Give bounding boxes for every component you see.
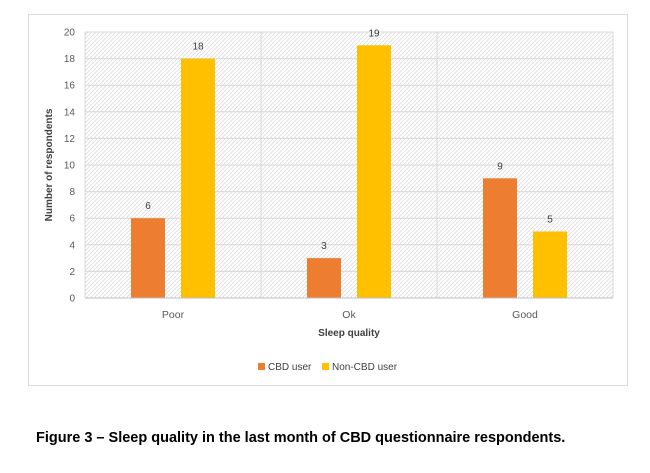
x-tick-label: Good — [512, 309, 538, 321]
figure-caption: Figure 3 – Sleep quality in the last mon… — [36, 430, 566, 446]
y-tick-label: 0 — [69, 294, 75, 305]
bar — [131, 218, 165, 298]
data-label: 3 — [321, 241, 327, 252]
y-tick-label: 10 — [64, 161, 76, 172]
legend-label: Non-CBD user — [332, 362, 398, 373]
bar — [483, 178, 517, 298]
y-tick-label: 14 — [64, 107, 76, 118]
data-label: 19 — [368, 28, 380, 39]
y-tick-label: 2 — [69, 267, 75, 278]
x-tick-label: Poor — [162, 309, 185, 321]
bar — [307, 258, 341, 298]
legend-label: CBD user — [268, 362, 312, 373]
x-tick-label: Ok — [342, 309, 356, 321]
y-tick-label: 4 — [69, 240, 75, 251]
y-tick-label: 18 — [64, 54, 76, 65]
y-tick-label: 20 — [64, 28, 76, 39]
bar — [533, 231, 567, 298]
y-tick-label: 8 — [69, 187, 75, 198]
x-axis-title: Sleep quality — [318, 328, 380, 339]
bar-chart: 0 2 4 6 8 10 12 14 16 18 20 6 18 Poor 3 19 Ok 9 5 Good Numb… — [44, 28, 614, 373]
legend-swatch — [322, 363, 329, 370]
bar — [181, 58, 215, 298]
legend-swatch — [258, 363, 265, 370]
data-label: 6 — [145, 201, 151, 212]
legend: CBD user Non-CBD user — [258, 362, 398, 373]
data-label: 5 — [547, 215, 553, 226]
y-tick-label: 16 — [64, 81, 76, 92]
y-axis-title: Number of respondents — [44, 108, 55, 221]
data-label: 18 — [192, 42, 204, 53]
y-tick-label: 6 — [69, 214, 75, 225]
data-label: 9 — [497, 161, 503, 172]
bar — [357, 45, 391, 298]
y-tick-label: 12 — [64, 134, 76, 145]
